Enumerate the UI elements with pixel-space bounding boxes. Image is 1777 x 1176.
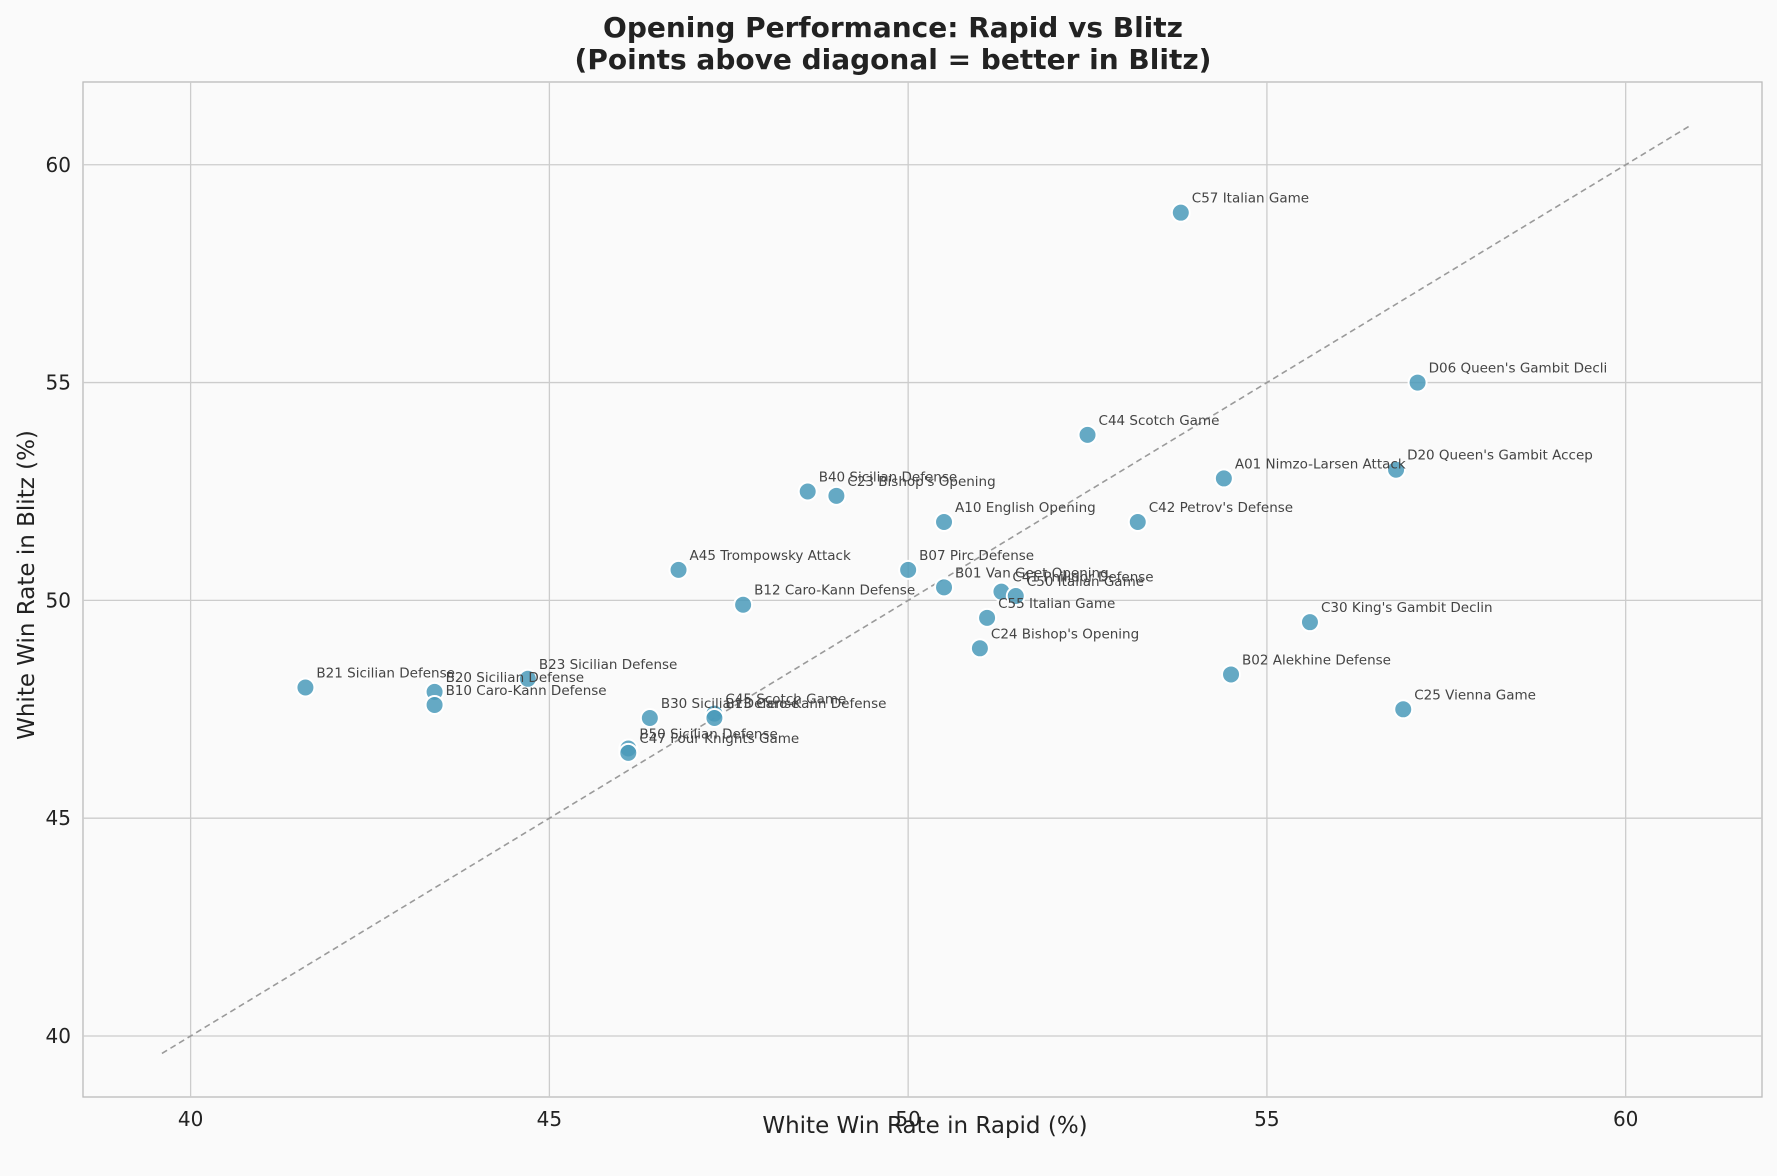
data-point <box>1299 612 1320 633</box>
point-label: C42 Petrov's Defense <box>1149 500 1293 516</box>
data-point <box>517 668 538 689</box>
point-label: A45 Trompowsky Attack <box>690 548 851 564</box>
grid-lines <box>83 82 1762 1097</box>
point-label: B01 Van Geet Opening <box>955 565 1109 581</box>
chart-title: Opening Performance: Rapid vs Blitz <box>603 11 1183 44</box>
x-axis-label: White Win Rate in Rapid (%) <box>762 1113 1087 1139</box>
axis-ticks: 40 45 50 55 60 40 45 50 55 60 <box>46 153 1639 1131</box>
x-tick-label: 45 <box>537 1107 562 1131</box>
data-point <box>704 708 725 729</box>
data-point <box>1170 202 1191 223</box>
point-label: B21 Sicilian Defense <box>316 666 455 682</box>
data-point <box>1221 664 1242 685</box>
data-point <box>733 594 754 615</box>
point-label: B50 Sicilian Defense <box>639 727 778 743</box>
y-axis-label: White Win Rate in Blitz (%) <box>14 430 40 740</box>
point-label: C55 Italian Game <box>998 596 1115 612</box>
point-label: B02 Alekhine Defense <box>1242 652 1391 668</box>
y-tick-label: 55 <box>46 371 71 395</box>
point-labels: C57 Italian Game D06 Queen's Gambit Decli… <box>316 191 1607 747</box>
data-point <box>295 677 316 698</box>
point-label: C47 Four Knights Game <box>639 731 799 747</box>
point-label: B40 Sicilian Defense <box>819 469 958 485</box>
point-label: C41 Philidor Defense <box>1012 570 1153 586</box>
point-label: B10 Caro-Kann Defense <box>446 683 607 699</box>
data-point <box>1407 372 1428 393</box>
data-point <box>1213 468 1234 489</box>
data-point <box>797 481 818 502</box>
y-tick-label: 60 <box>46 153 71 177</box>
point-label: B23 Sicilian Defense <box>539 657 678 673</box>
chart-subtitle: (Points above diagonal = better in Blitz… <box>575 43 1212 76</box>
point-label: C24 Bishop's Opening <box>991 626 1139 642</box>
point-label: B20 Sicilian Defense <box>446 670 585 686</box>
point-label: C57 Italian Game <box>1192 191 1309 207</box>
reference-line-layer <box>161 124 1691 1055</box>
point-label: B30 Sicilian Defense <box>661 696 800 712</box>
x-tick-label: 50 <box>895 1107 920 1131</box>
plot-area <box>82 81 1763 1098</box>
x-tick-label: 55 <box>1254 1107 1279 1131</box>
y-tick-label: 45 <box>46 806 71 830</box>
y-tick-label: 50 <box>46 588 71 612</box>
data-point <box>668 559 689 580</box>
data-point <box>1127 511 1148 532</box>
data-point <box>1393 699 1414 720</box>
data-point <box>969 638 990 659</box>
point-label: A10 English Opening <box>955 500 1096 516</box>
data-point <box>618 742 639 763</box>
point-label: D20 Queen's Gambit Accep <box>1407 448 1593 464</box>
diagonal-reference-line <box>161 124 1691 1055</box>
point-label: C25 Vienna Game <box>1414 687 1536 703</box>
data-point <box>977 607 998 628</box>
point-label: D06 Queen's Gambit Decli <box>1429 361 1608 377</box>
point-label: C50 Italian Game <box>1027 574 1144 590</box>
point-label: C45 Scotch Game <box>725 692 846 708</box>
data-points <box>295 202 1428 763</box>
data-point <box>898 559 919 580</box>
point-label: C44 Scotch Game <box>1099 413 1220 429</box>
data-point <box>1077 424 1098 445</box>
data-point <box>934 577 955 598</box>
point-label: B12 Caro-Kann Defense <box>754 583 915 599</box>
data-point <box>1386 459 1407 480</box>
point-label: C23 Bishop's Opening <box>847 474 995 490</box>
data-point <box>826 485 847 506</box>
point-label: C30 King's Gambit Declin <box>1321 600 1493 616</box>
point-label: A01 Nimzo-Larsen Attack <box>1235 456 1406 472</box>
x-tick-label: 60 <box>1613 1107 1638 1131</box>
data-point <box>639 708 660 729</box>
point-label: B13 Caro-Kann Defense <box>725 696 886 712</box>
x-tick-label: 40 <box>178 1107 203 1131</box>
data-point <box>934 511 955 532</box>
y-tick-label: 40 <box>46 1024 71 1048</box>
point-label: B07 Pirc Defense <box>919 548 1034 564</box>
data-point <box>1005 586 1026 607</box>
data-point <box>424 694 445 715</box>
